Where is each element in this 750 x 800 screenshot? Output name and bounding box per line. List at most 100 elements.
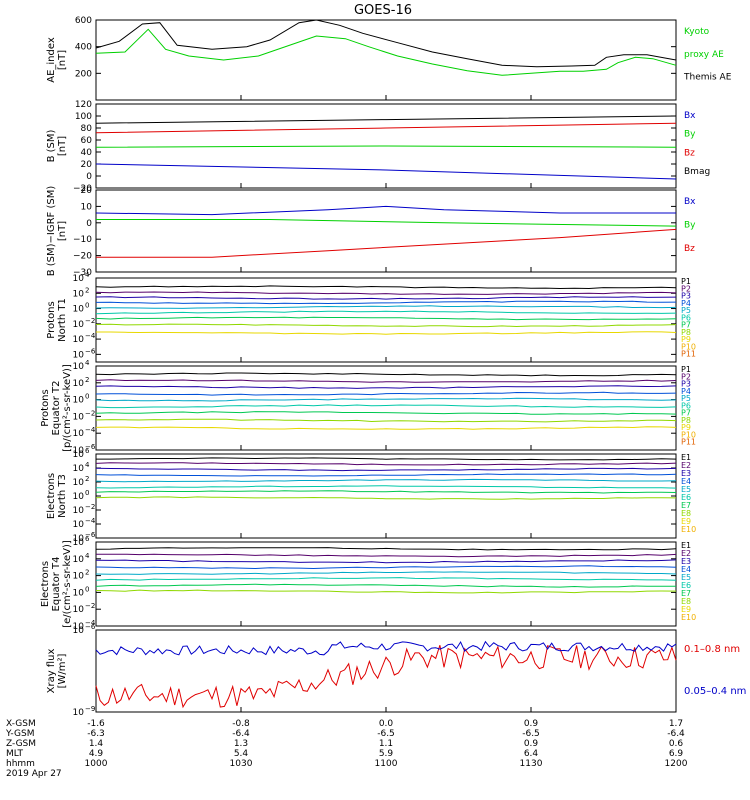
y-tick-exponent: 2 xyxy=(85,376,89,384)
y-tick-label: 10 xyxy=(73,379,85,389)
channel-line xyxy=(96,331,677,335)
orbit-row-label: MLT xyxy=(6,749,24,759)
orbit-value-y: -6.5 xyxy=(377,729,395,739)
y-tick-exponent: −2 xyxy=(85,409,95,417)
y-tick-label: 10 xyxy=(73,555,85,565)
y-tick-exponent: 2 xyxy=(85,286,89,294)
panel-eequator: Electrons Equator T4 [e/(cm²-s-sr-keV)] 10 6… xyxy=(40,535,696,632)
series-line-by xyxy=(96,219,677,227)
y-axis-label: [W/m²] xyxy=(57,653,68,688)
y-tick-label: 10 xyxy=(73,464,85,474)
y-tick-label: 10 xyxy=(73,362,85,372)
y-tick-label: 10 xyxy=(81,202,93,212)
y-tick-label: 0 xyxy=(86,172,92,182)
orbit-value-hhmm: 1030 xyxy=(230,759,253,769)
channel-line xyxy=(95,397,677,402)
channel-label: P5 xyxy=(681,394,691,403)
y-tick-label: 10 xyxy=(73,588,85,598)
channel-line xyxy=(95,291,677,295)
channel-line xyxy=(96,553,677,558)
channel-line xyxy=(95,310,677,315)
y-tick-label: 10 xyxy=(73,274,85,284)
y-tick-label: 100 xyxy=(75,112,92,122)
y-axis-label: [nT] xyxy=(57,221,68,241)
channel-line xyxy=(95,462,677,466)
legend-label: Bz xyxy=(684,148,695,158)
series-line-by xyxy=(95,145,677,148)
channel-label: P3 xyxy=(681,292,691,301)
y-tick-exponent: 0 xyxy=(85,393,89,401)
y-axis-label: Equator T2 xyxy=(51,381,62,436)
y-tick-label: −10 xyxy=(73,235,92,245)
channel-label: E10 xyxy=(681,525,696,534)
panel-xray: Xray flux [W/m²]10 −610 −90.1–0.8 nm0.05–0.… xyxy=(46,623,746,718)
y-tick-exponent: 0 xyxy=(85,585,89,593)
panel-bsm: B (SM) [nT] −20 0 20 40 60 80 100 120 Bx By Bz Bmag xyxy=(46,100,710,194)
orbit-value-hhmm: 1200 xyxy=(665,759,688,769)
y-axis-label: AE_index xyxy=(46,37,57,83)
panel-frame xyxy=(95,19,677,101)
y-tick-label: 10 xyxy=(73,429,85,439)
channel-line xyxy=(95,583,677,588)
y-tick-label: 10 xyxy=(73,520,85,530)
date-label: 2019 Apr 27 xyxy=(6,769,62,779)
y-axis-label: Electrons xyxy=(46,473,57,519)
orbit-value-mlt: 6.9 xyxy=(669,749,684,759)
orbit-row-label: hhmm xyxy=(6,759,35,769)
y-tick-exponent: −9 xyxy=(85,705,95,713)
y-tick-exponent: 2 xyxy=(85,569,89,577)
channel-line xyxy=(95,385,677,389)
y-tick-label: 10 xyxy=(73,289,85,299)
channel-line xyxy=(95,296,677,300)
orbit-value-y: -6.4 xyxy=(232,729,250,739)
y-tick-label: 10 xyxy=(73,492,85,502)
channel-line xyxy=(95,323,677,328)
legend-label: By xyxy=(684,130,696,140)
legend-label: Bx xyxy=(684,197,696,207)
y-tick-label: 10 xyxy=(73,538,85,548)
channel-label: P10 xyxy=(681,430,696,439)
channel-label: P1 xyxy=(681,277,691,286)
channel-label: E6 xyxy=(681,581,691,590)
orbit-value-x: 0.9 xyxy=(524,719,539,729)
legend-label: 0.05–0.4 nm xyxy=(684,686,746,697)
y-tick-label: 10 xyxy=(73,350,85,360)
y-tick-label: 10 xyxy=(73,605,85,615)
y-tick-exponent: 0 xyxy=(85,489,89,497)
channel-line xyxy=(95,571,677,575)
y-tick-label: 10 xyxy=(73,708,85,718)
y-axis-label: Protons xyxy=(46,301,57,338)
xray-long-line xyxy=(95,645,677,709)
channel-label: P4 xyxy=(681,299,691,308)
series-line-bz xyxy=(95,122,677,134)
channel-label: P9 xyxy=(681,423,691,432)
y-tick-label: 10 xyxy=(73,335,85,345)
y-tick-exponent: 6 xyxy=(85,447,90,455)
orbit-value-z: 0.6 xyxy=(669,739,684,749)
y-tick-exponent: −4 xyxy=(85,426,96,434)
orbit-value-hhmm: 1100 xyxy=(375,759,398,769)
channel-line xyxy=(95,467,677,472)
channel-line xyxy=(95,565,677,570)
y-tick-label: 10 xyxy=(73,450,85,460)
legend-label: Bx xyxy=(684,111,696,121)
y-tick-exponent: −6 xyxy=(85,347,96,355)
y-axis-label: Protons xyxy=(40,389,51,426)
channel-label: E8 xyxy=(681,597,691,606)
y-tick-label: −30 xyxy=(73,268,92,278)
y-tick-label: 200 xyxy=(75,69,92,79)
orbit-value-x: 1.7 xyxy=(669,719,683,729)
channel-label: E4 xyxy=(681,477,691,486)
legend-label: Themis AE xyxy=(683,73,732,83)
channel-line xyxy=(95,391,677,396)
orbit-value-z: 1.1 xyxy=(379,739,393,749)
legend-label: Bz xyxy=(684,244,695,254)
y-tick-label: 0 xyxy=(86,219,92,229)
orbit-value-z: 1.3 xyxy=(234,739,248,749)
orbit-value-y: -6.5 xyxy=(522,729,540,739)
series-line-bx xyxy=(95,163,677,180)
y-tick-exponent: 4 xyxy=(85,359,90,367)
